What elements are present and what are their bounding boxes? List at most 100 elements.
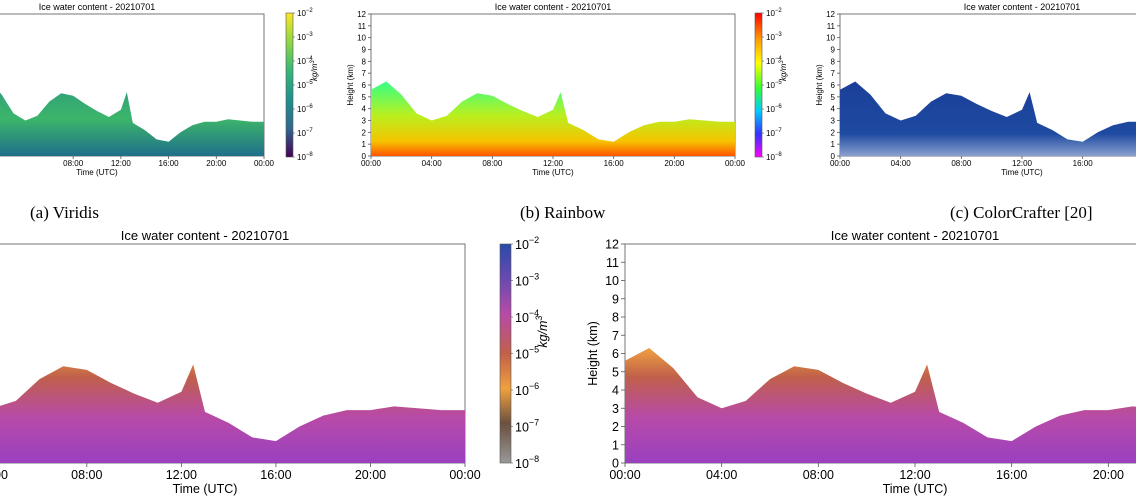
y-tick-label-c: 0 (831, 152, 836, 161)
y-tick-label-e: 8 (612, 311, 619, 325)
data-field-a (0, 92, 264, 156)
y-tick-label-e: 3 (612, 402, 619, 416)
colorbar-tick-label-a: 10−6 (297, 104, 313, 114)
y-tick-label-c: 11 (827, 22, 836, 31)
y-tick-label-e: 7 (612, 329, 619, 343)
y-tick-label-e: 2 (612, 420, 619, 434)
data-field-e (625, 348, 1136, 463)
colorbar-tick-label-d: 10−7 (515, 418, 539, 435)
y-tick-label-c: 5 (831, 93, 836, 102)
y-tick-label-b: 2 (362, 128, 367, 137)
data-field-b (371, 81, 735, 156)
colorbar-tick-label-b: 10−5 (766, 80, 782, 90)
y-tick-label-c: 7 (831, 69, 836, 78)
x-tick-label-e: 04:00 (706, 468, 737, 482)
y-tick-label-c: 6 (831, 81, 836, 90)
x-tick-label-c: 16:00 (1073, 159, 1094, 168)
x-axis-label-a: Time (UTC) (76, 168, 118, 177)
y-tick-label-c: 2 (831, 128, 836, 137)
x-tick-label-b: 20:00 (664, 159, 685, 168)
y-tick-label-b: 7 (362, 69, 367, 78)
y-axis-label-b: Height (km) (346, 64, 355, 106)
x-tick-label-c: 08:00 (951, 159, 972, 168)
x-tick-label-d: 12:00 (166, 468, 197, 482)
y-tick-label-c: 3 (831, 117, 836, 126)
x-tick-label-d: 16:00 (260, 468, 291, 482)
y-tick-label-b: 11 (358, 22, 367, 31)
x-tick-label-e: 00:00 (609, 468, 640, 482)
y-tick-label-e: 4 (612, 384, 619, 398)
y-tick-label-b: 12 (357, 10, 366, 19)
x-tick-label-d: 08:00 (71, 468, 102, 482)
y-tick-label-b: 8 (362, 57, 367, 66)
y-tick-label-b: 3 (362, 117, 367, 126)
plot-title-d: Ice water content - 20210701 (121, 228, 289, 243)
colorbar-tick-label-d: 10−3 (515, 272, 539, 289)
plot-title-b: Ice water content - 20210701 (495, 2, 612, 12)
x-tick-label-a: 08:00 (63, 159, 84, 168)
y-tick-label-c: 10 (826, 34, 835, 43)
y-tick-label-b: 5 (362, 93, 367, 102)
colorbar-tick-label-b: 10−8 (766, 152, 782, 162)
y-tick-label-e: 12 (605, 238, 619, 252)
colorbar-tick-label-a: 10−4 (297, 56, 313, 66)
panel-e-large-right: Ice water content - 20210701 00:00 04:00 0 8… (586, 228, 1136, 496)
colorbar-a (285, 12, 294, 158)
y-tick-label-e: 1 (612, 438, 619, 452)
x-tick-label-d: 20:00 (355, 468, 386, 482)
y-tick-label-e: 9 (612, 292, 619, 306)
plot-title-e: Ice water content - 20210701 (831, 228, 999, 243)
x-tick-label-b: 12:00 (543, 159, 564, 168)
y-tick-label-b: 0 (362, 152, 367, 161)
y-tick-label-e: 5 (612, 365, 619, 379)
y-tick-label-b: 10 (357, 34, 366, 43)
x-tick-label-b: 00:00 (361, 159, 382, 168)
caption-b: (b) Rainbow (520, 203, 606, 222)
x-axis-label-e: Time (UTC) (883, 482, 948, 496)
colorbar-tick-label-b: 10−2 (766, 8, 782, 18)
x-tick-label-c: 04:00 (891, 159, 912, 168)
x-tick-label-e: 12:00 (899, 468, 930, 482)
colorbar-label-d: kg/m3 (534, 316, 550, 348)
colorbar-tick-label-b: 10−4 (766, 56, 782, 66)
x-tick-label-c: 00:00 (830, 159, 851, 168)
y-tick-label-e: 0 (612, 457, 619, 471)
y-tick-label-c: 12 (826, 10, 835, 19)
colorbar-tick-label-d: 10−2 (515, 235, 539, 252)
x-tick-label-a: 00:00 (254, 159, 275, 168)
colorbar-label-b: kg/m3 (779, 60, 788, 81)
plot-title-a: Ice water content - 20210701 (39, 2, 156, 12)
y-tick-label-b: 1 (362, 140, 367, 149)
y-tick-label-b: 6 (362, 81, 367, 90)
colorbar-tick-label-a: 10−2 (297, 8, 313, 18)
colorbar-tick-label-a: 10−8 (297, 152, 313, 162)
panel-d-large-left: Ice water content - 20210701 04:00 08:00 12… (0, 228, 550, 496)
panel-a-viridis: Ice water content - 20210701 08:00 12:00 16… (0, 2, 319, 177)
y-tick-label-b: 9 (362, 46, 367, 55)
x-tick-label-d: 04:00 (0, 468, 8, 482)
caption-c: (c) ColorCrafter [20] (950, 203, 1093, 222)
y-tick-label-b: 4 (362, 105, 367, 114)
colorbar-tick-label-a: 10−7 (297, 128, 313, 138)
panel-c-colorcrafter: Ice water content - 20210701 00:00 04:00 08… (815, 2, 1136, 177)
y-tick-label-c: 4 (831, 105, 836, 114)
colorbar-tick-label-a: 10−3 (297, 32, 313, 42)
y-tick-label-e: 6 (612, 347, 619, 361)
x-tick-label-e: 20:00 (1093, 468, 1124, 482)
x-axis-label-d: Time (UTC) (173, 482, 238, 496)
x-tick-label-d: 00:00 (449, 468, 480, 482)
x-tick-label-b: 08:00 (482, 159, 503, 168)
x-tick-label-b: 00:00 (725, 159, 746, 168)
colorbar-tick-label-b: 10−7 (766, 128, 782, 138)
x-axis-label-b: Time (UTC) (532, 168, 574, 177)
colorbar-b (754, 12, 763, 158)
data-field-d (0, 364, 465, 463)
y-tick-label-e: 10 (605, 274, 619, 288)
colorbar-tick-label-a: 10−5 (297, 80, 313, 90)
colorbar-tick-label-b: 10−3 (766, 32, 782, 42)
data-field-c (840, 81, 1136, 156)
caption-a: (a) Viridis (30, 203, 99, 222)
plot-title-c: Ice water content - 20210701 (964, 2, 1081, 12)
